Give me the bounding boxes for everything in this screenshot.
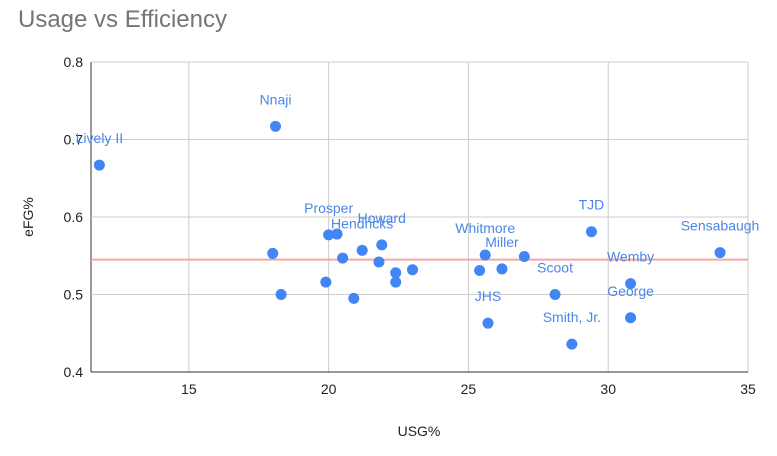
x-tick-label: 20 [321, 381, 337, 397]
data-point [585, 226, 597, 238]
data-point [275, 289, 287, 300]
data-point [390, 267, 402, 279]
data-point [337, 252, 349, 264]
chart-title: Usage vs Efficiency [18, 6, 227, 33]
point-label: Prosper [304, 200, 353, 216]
y-tick-label: 0.7 [64, 132, 84, 148]
data-point [407, 264, 419, 276]
data-point [625, 312, 637, 324]
x-tick-label: 15 [181, 381, 197, 397]
data-point [376, 239, 388, 251]
y-tick-label: 0.6 [64, 209, 84, 225]
point-label: Whitmore [455, 220, 515, 236]
data-point [714, 247, 726, 259]
point-label: Wemby [607, 249, 654, 265]
point-label: JHS [475, 288, 501, 304]
data-point [518, 251, 530, 263]
y-tick-label: 0.5 [64, 287, 84, 303]
data-point [474, 264, 486, 276]
y-axis-ticks: 0.4 0.5 0.6 0.7 0.8 [64, 54, 84, 380]
point-label: Hendricks [331, 215, 393, 231]
data-point [356, 244, 368, 256]
point-label: Smith, Jr. [543, 309, 601, 325]
data-point [566, 338, 578, 350]
x-tick-label: 25 [461, 381, 477, 397]
point-label: TJD [579, 197, 605, 213]
data-point [549, 289, 561, 300]
data-point [323, 229, 335, 241]
y-tick-label: 0.4 [64, 364, 84, 380]
point-label: Scoot [537, 260, 573, 276]
data-point [625, 278, 637, 290]
data-point [270, 120, 282, 132]
data-point [331, 228, 343, 240]
data-points [93, 120, 726, 350]
data-point [482, 317, 494, 329]
x-tick-label: 35 [740, 381, 756, 397]
data-point [390, 276, 402, 288]
point-label: George [607, 283, 654, 299]
point-label: Miller [485, 234, 519, 250]
point-label: Lively II [76, 130, 123, 146]
data-point [348, 292, 360, 304]
data-point [267, 247, 279, 259]
data-point [320, 276, 332, 288]
point-label: Nnaji [260, 91, 292, 107]
data-point [479, 249, 491, 261]
x-tick-label: 30 [600, 381, 616, 397]
grid [90, 61, 749, 373]
point-label: Sensabaugh [681, 218, 760, 234]
y-axis-label: eFG% [20, 197, 36, 237]
y-tick-label: 0.8 [64, 54, 84, 70]
x-axis-ticks: 15 20 25 30 35 [181, 381, 756, 397]
x-axis-label: USG% [398, 423, 441, 439]
data-point [93, 159, 105, 171]
data-point [373, 256, 385, 268]
point-label: Howard [358, 210, 406, 226]
data-point [496, 263, 508, 275]
